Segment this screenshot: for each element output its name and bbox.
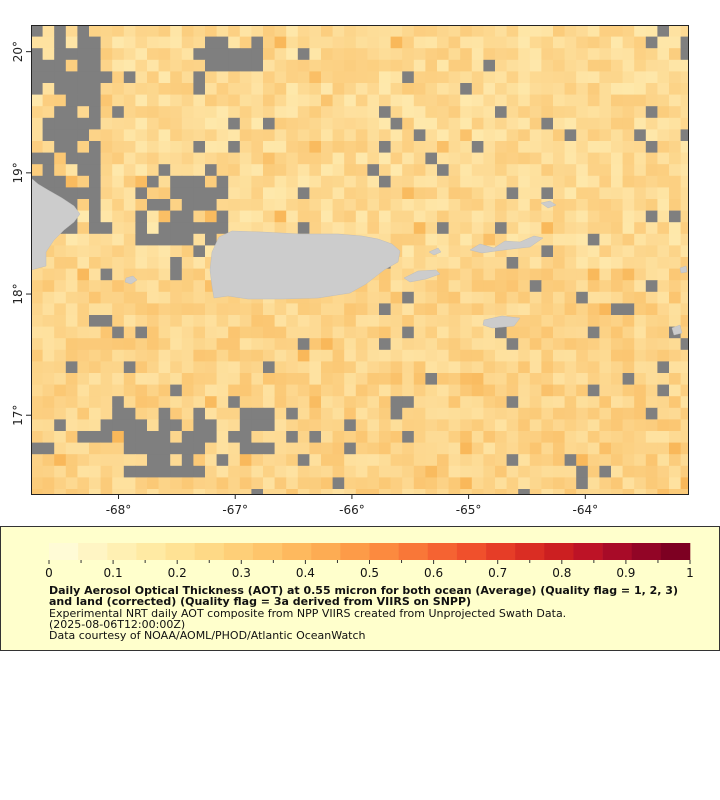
colorbar-cell [223, 543, 254, 560]
caption-title: Daily Aerosol Optical Thickness (AOT) at… [49, 584, 678, 608]
colorbar-cell [486, 543, 516, 560]
colorbar-cell [427, 543, 458, 560]
colorbar-ticks: 0 0.1 0.2 0.3 0.4 0.5 0.6 0.7 0.8 0.9 1 [45, 560, 694, 580]
colorbar-cell [165, 543, 195, 560]
virgin-islands-land [469, 235, 544, 254]
colorbar-tick-label: 0 [45, 566, 53, 580]
st-croix-land [482, 315, 521, 329]
colorbar-tick-label: 0.7 [488, 566, 507, 580]
hispaniola-land [31, 177, 81, 271]
lat-tick-label: 19° [11, 162, 25, 183]
colorbar-cell [369, 543, 399, 560]
colorbar-tick-label: 0.2 [168, 566, 187, 580]
colorbar-cell [398, 543, 429, 560]
colorbar-cell [78, 543, 108, 560]
colorbar-cell [194, 543, 225, 560]
lon-tick-label: -66° [339, 503, 365, 517]
legend-panel: 0 0.1 0.2 0.3 0.4 0.5 0.6 0.7 0.8 0.9 1 Daily Aero… [0, 526, 720, 651]
culebra-land [428, 247, 442, 256]
colorbar-cell [602, 543, 633, 560]
colorbar-cell [573, 543, 603, 560]
colorbar-cell [107, 543, 137, 560]
colorbar-cell [456, 543, 487, 560]
colorbar-cell [515, 543, 545, 560]
colorbar-cell [631, 543, 662, 560]
lon-tick-label: -65° [456, 503, 482, 517]
colorbar-tick-label: 0.5 [360, 566, 379, 580]
colorbar-tick-label: 0.3 [232, 566, 251, 580]
small-island-3 [679, 265, 688, 274]
caption-timestamp: (2025-08-06T12:00:00Z) [49, 618, 186, 631]
axis-ticks [26, 51, 586, 499]
colorbar-cell [282, 543, 312, 560]
small-island-1 [540, 200, 557, 209]
land-layer [31, 177, 688, 336]
puerto-rico-land [209, 230, 401, 300]
lat-tick-label: 18° [11, 283, 25, 304]
colorbar-tick-label: 0.4 [296, 566, 315, 580]
colorbar-tick-label: 0.9 [616, 566, 635, 580]
lon-tick-label: -64° [573, 503, 599, 517]
colorbar: 0 0.1 0.2 0.3 0.4 0.5 0.6 0.7 0.8 0.9 1 [45, 543, 694, 580]
latitude-labels: 17° 18° 19° 20° [11, 41, 25, 426]
lon-tick-label: -68° [106, 503, 132, 517]
lat-tick-label: 20° [11, 41, 25, 62]
caption-description: Experimental NRT daily AOT composite fro… [49, 607, 567, 620]
map-figure: 17° 18° 19° 20° -68° -67° -66° -65° -64° [11, 25, 689, 517]
vieques-land [403, 269, 441, 283]
longitude-labels: -68° -67° -66° -65° -64° [106, 503, 598, 517]
small-island-2 [671, 324, 683, 336]
colorbar-tick-label: 0.8 [552, 566, 571, 580]
lon-tick-label: -67° [222, 503, 248, 517]
colorbar-cell [136, 543, 166, 560]
mona-island [124, 275, 138, 285]
colorbar-cell [311, 543, 341, 560]
colorbar-cells [49, 543, 691, 560]
caption-credit: Data courtesy of NOAA/AOML/PHOD/Atlantic… [49, 629, 366, 642]
map-frame [31, 25, 689, 495]
colorbar-tick-label: 1 [686, 566, 694, 580]
colorbar-cell [544, 543, 574, 560]
colorbar-cell [252, 543, 283, 560]
colorbar-cell [340, 543, 370, 560]
colorbar-cell [49, 543, 79, 560]
colorbar-tick-label: 0.6 [424, 566, 443, 580]
colorbar-cell [660, 543, 691, 560]
colorbar-tick-label: 0.1 [104, 566, 123, 580]
lat-tick-label: 17° [11, 405, 25, 426]
